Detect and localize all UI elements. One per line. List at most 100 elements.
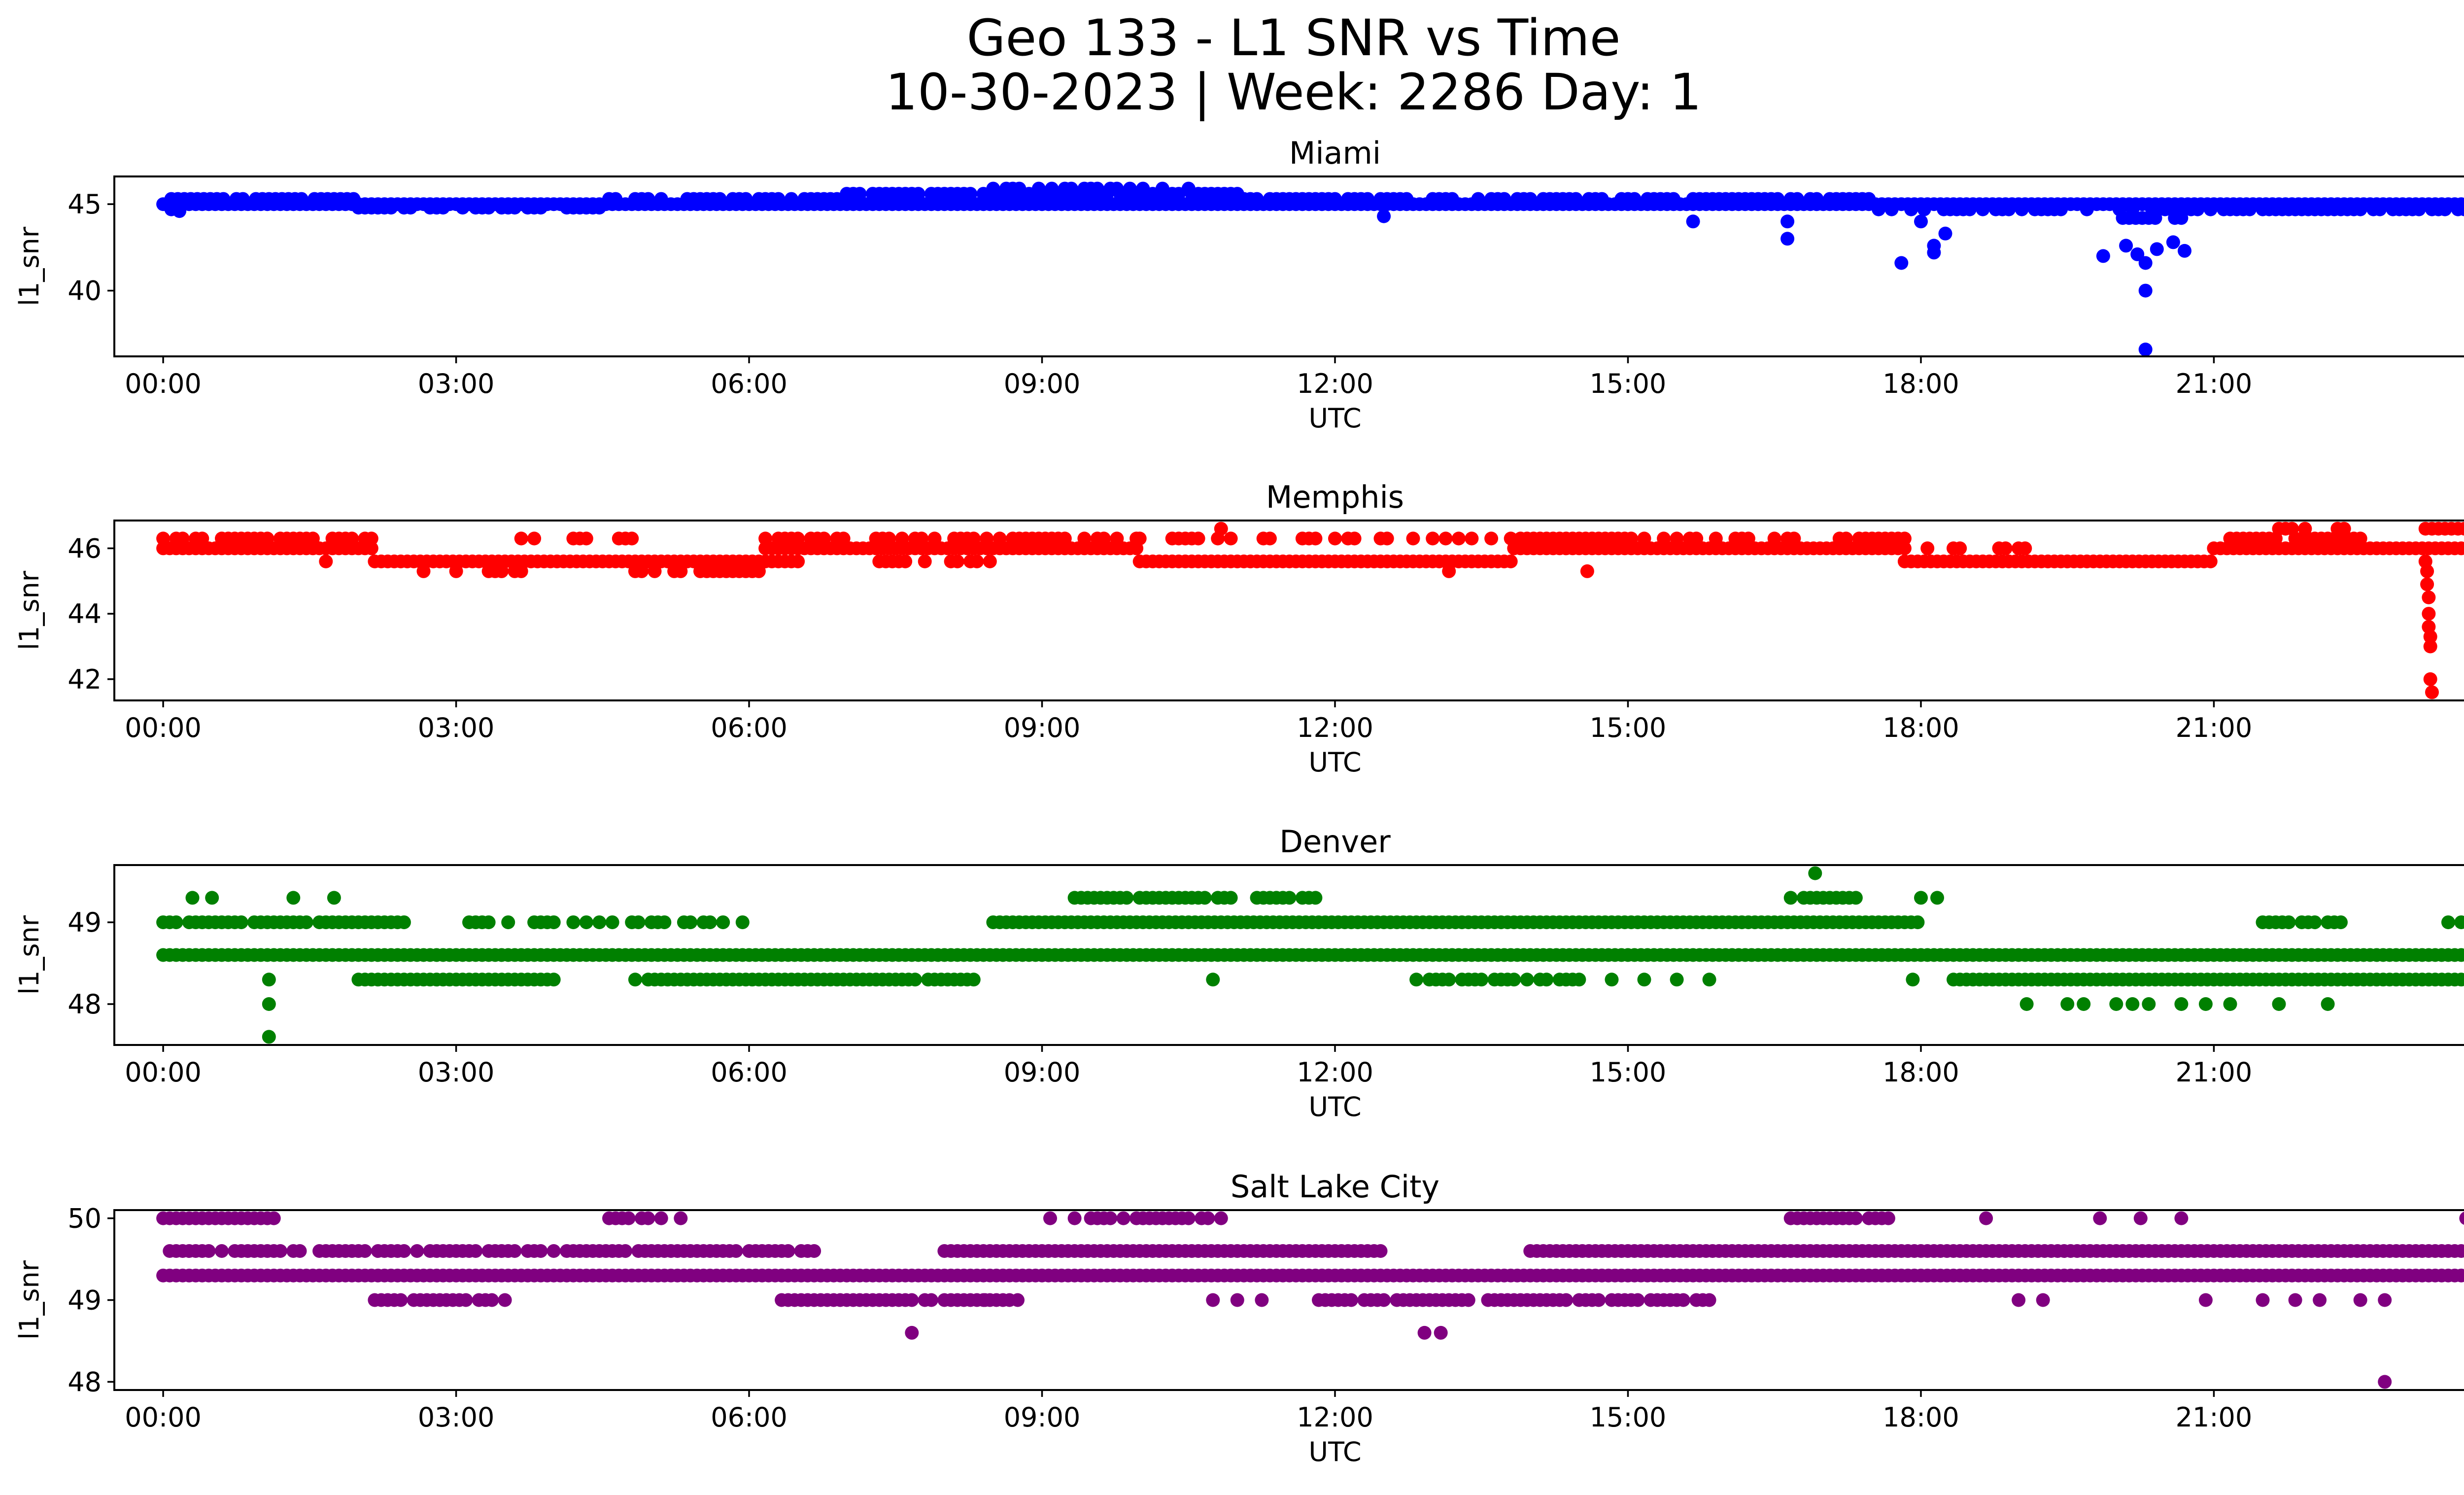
data-point [2223, 997, 2237, 1011]
data-point [2422, 607, 2436, 621]
data-point [262, 973, 276, 987]
figure-title-line2: 10-30-2023 | Week: 2286 Day: 1 [886, 63, 1702, 122]
data-point [1497, 192, 1511, 206]
data-point [641, 192, 655, 206]
data-point [1920, 541, 1935, 556]
data-point [2174, 211, 2189, 225]
x-tick-label: 21:00 [2176, 1402, 2253, 1433]
data-point [654, 1211, 668, 1225]
data-point [294, 192, 308, 206]
subplot-salt-lake-city: Salt Lake City 00:00 03:00 06:00 09:00 12:00 1… [14, 1169, 2464, 1467]
data-point [1790, 192, 1804, 206]
y-tick-label: 46 [68, 533, 102, 564]
data-point [449, 564, 463, 578]
data-point [918, 555, 932, 568]
data-point [397, 915, 411, 930]
data-point [1136, 181, 1150, 196]
data-point [2109, 997, 2123, 1011]
x-tick-label: 03:00 [418, 1057, 495, 1088]
y-tick-label: 42 [68, 664, 102, 695]
data-point [739, 192, 753, 206]
y-tick-label: 45 [68, 189, 102, 220]
data-point [592, 201, 607, 215]
data-point [547, 973, 561, 987]
data-point [1657, 531, 1671, 546]
data-point [501, 915, 515, 930]
data-point [1906, 973, 1920, 987]
subplot-panels: Miami 00:00 03:00 06:00 09:00 12:00 15:00 18:00… [14, 135, 2464, 1467]
data-point [2198, 997, 2213, 1011]
x-tick-label: 18:00 [1882, 1402, 1959, 1433]
data-point [2459, 1212, 2464, 1225]
data-point [2313, 1293, 2327, 1307]
data-point [416, 564, 431, 578]
data-points [156, 181, 2464, 356]
data-point [2272, 997, 2286, 1011]
data-point [262, 1030, 276, 1044]
data-point [1214, 1211, 1228, 1225]
data-point [2458, 202, 2464, 216]
x-tick-label: 15:00 [1590, 712, 1667, 743]
data-point [735, 915, 750, 930]
data-point [2420, 577, 2434, 591]
data-point [319, 555, 333, 568]
data-point [1224, 531, 1238, 546]
data-point [1442, 564, 1456, 578]
data-point [579, 915, 593, 930]
data-point [1580, 564, 1594, 578]
data-point [1328, 531, 1342, 546]
x-tick-label: 12:00 [1297, 1402, 1373, 1433]
data-point [1595, 192, 1609, 206]
data-point [895, 531, 909, 546]
subplot-title: Miami [1289, 135, 1381, 171]
data-point [684, 915, 698, 930]
data-point [1963, 202, 1977, 216]
data-point [2461, 542, 2464, 555]
data-point [2454, 973, 2464, 987]
data-point [1894, 256, 1909, 270]
y-tick-label: 50 [68, 1203, 102, 1234]
data-point [1201, 1211, 1215, 1225]
data-point [1308, 531, 1323, 546]
data-point [481, 915, 496, 930]
data-point [1848, 891, 1863, 905]
data-point [2125, 997, 2140, 1011]
data-point [1839, 531, 1853, 546]
data-point [966, 531, 981, 546]
x-tick-label: 03:00 [418, 712, 495, 743]
data-point [195, 531, 209, 546]
data-point [1097, 531, 1111, 546]
data-point [1523, 192, 1538, 206]
data-point [1914, 891, 1928, 905]
data-point [215, 1244, 229, 1258]
data-point [2353, 202, 2367, 216]
data-point [963, 187, 978, 201]
data-point [911, 187, 925, 201]
data-point [273, 1244, 287, 1258]
data-point [547, 915, 561, 930]
data-point [2334, 915, 2348, 930]
data-point [1872, 202, 1886, 216]
y-tick-label: 44 [68, 598, 102, 629]
data-point [2461, 973, 2464, 985]
data-point [1206, 1293, 1220, 1307]
x-tick-label: 09:00 [1004, 368, 1081, 399]
data-point [2425, 685, 2439, 699]
data-point [1230, 1293, 1244, 1307]
x-axis-label: UTC [1308, 1436, 1361, 1467]
data-point [970, 555, 984, 568]
data-point [609, 192, 623, 206]
data-point [1624, 531, 1639, 546]
data-point [1911, 915, 1925, 930]
data-point [1927, 245, 1941, 260]
data-point [260, 531, 274, 546]
data-point [262, 997, 276, 1011]
data-point [2130, 247, 2145, 261]
data-point [1263, 531, 1277, 546]
data-point [1572, 973, 1586, 987]
data-point [791, 531, 805, 546]
data-point [1637, 973, 1651, 987]
data-point [2454, 541, 2464, 556]
data-point [1540, 973, 1554, 987]
